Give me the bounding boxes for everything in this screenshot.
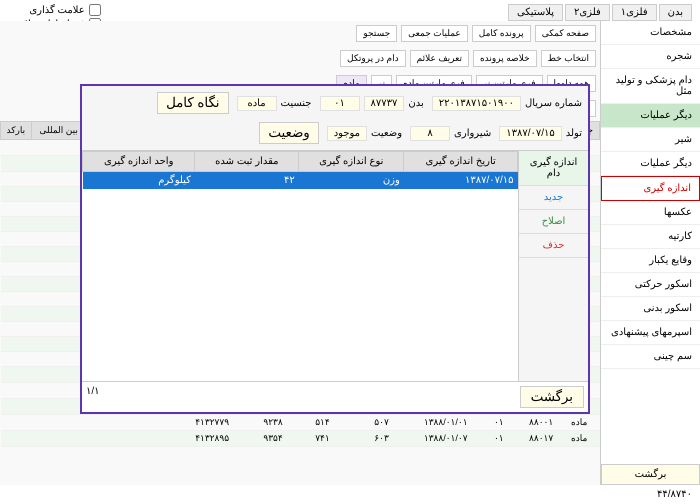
sidebar-item[interactable]: اندازه گیری [601, 176, 700, 201]
dialog-tab-new[interactable]: جدید [519, 186, 588, 210]
sidebar-item[interactable]: وقایع یکبار [601, 249, 700, 273]
sidebar-item[interactable]: دیگر عملیات [601, 104, 700, 128]
label-text: علامت گذاری [29, 5, 84, 16]
sidebar: مشخصاتشجرهدام پزشکی و تولید مثلدیگر عملی… [600, 21, 700, 485]
toolbar-box[interactable]: تعریف علائم [410, 50, 469, 67]
dialog-col-header[interactable]: واحد اندازه گیری [83, 152, 195, 172]
toolbar-box[interactable]: انتخاب خط [541, 50, 596, 67]
sidebar-item[interactable]: سم چینی [601, 345, 700, 369]
gender-value: ماده [237, 96, 277, 111]
birth-label: تولد [566, 128, 582, 139]
full-view-button[interactable]: نگاه کامل [157, 92, 228, 114]
top-tab[interactable]: فلزی۱ [612, 4, 657, 21]
dialog-tab-edit[interactable]: اصلاح [519, 210, 588, 234]
grid-row[interactable]: ماده۸۸۰۱۷۰۱۱۳۸۸/۰۱/۰۷۶۰۳۷۴۱۹۳۵۴۴۱۳۲۸۹۵ [1, 431, 600, 447]
measurement-grid: تاریخ اندازه گیرینوع اندازه گیریمقدار ثب… [82, 151, 518, 189]
lact-label: شیرواری [454, 128, 491, 139]
dialog-tab-measure[interactable]: اندازه گیری دام [519, 151, 588, 186]
sidebar-back-button[interactable]: برگشت [601, 464, 700, 485]
pager-text: ۱/۱ [86, 386, 100, 408]
status-value: موجود [327, 126, 367, 141]
toolbar-row2: انتخاب خطخلاصه پروندهتعریف علائمدام در پ… [0, 46, 600, 71]
sidebar-item[interactable]: شجره [601, 45, 700, 69]
dialog-tabs: اندازه گیری دام جدید اصلاح حذف [518, 151, 588, 381]
grid-col-header[interactable]: بارکد [1, 122, 32, 140]
sidebar-item[interactable]: اسکور حرکتی [601, 273, 700, 297]
sidebar-item[interactable]: کارتیه [601, 225, 700, 249]
top-tab[interactable]: پلاستیکی [508, 4, 563, 21]
top-tabs-row: بدن فلزی۱ فلزی۲ پلاستیکی [0, 0, 700, 21]
body-code: ۰۱ [320, 96, 360, 111]
sidebar-item[interactable]: اسپرمهای پیشنهادی [601, 321, 700, 345]
toolbar-tabs: صفحه کمکیپرونده کاملعملیات جمعیجستجو [0, 21, 600, 46]
sidebar-item[interactable]: دام پزشکی و تولید مثل [601, 69, 700, 104]
serial-value: ۲۲۰۱۳۸۷۱۵۰۱۹۰۰ [432, 96, 521, 111]
sidebar-item[interactable]: دیگر عملیات [601, 152, 700, 176]
dialog-tab-delete[interactable]: حذف [519, 234, 588, 258]
dialog-back-button[interactable]: برگشت [520, 386, 584, 408]
sidebar-item[interactable]: اسکور بدنی [601, 297, 700, 321]
grid-row[interactable]: ماده۸۸۰۰۱۰۱۱۳۸۸/۰۱/۰۱۵۰۷۵۱۴۹۲۳۸۴۱۳۲۷۷۹ [1, 415, 600, 431]
toolbar-box[interactable]: دام در پروتکل [340, 50, 406, 67]
dialog-col-header[interactable]: تاریخ اندازه گیری [404, 152, 518, 172]
dialog-col-header[interactable]: مقدار ثبت شده [195, 152, 299, 172]
dialog-footer: برگشت ۱/۱ [82, 381, 588, 412]
toolbar-box[interactable]: پرونده کامل [472, 25, 531, 42]
status-button[interactable]: وضعیت [259, 122, 318, 144]
marking-check-label[interactable]: علامت گذاری [10, 4, 101, 16]
dialog-col-header[interactable]: نوع اندازه گیری [299, 152, 404, 172]
body-value: ۸۷۷۳۷ [364, 96, 405, 111]
marking-check[interactable] [89, 4, 101, 16]
toolbar-box[interactable]: عملیات جمعی [401, 25, 468, 42]
birth-value: ۱۳۸۷/۰۷/۱۵ [499, 126, 562, 141]
body-label: بدن [408, 98, 423, 109]
measurement-dialog: شماره سریال ۲۲۰۱۳۸۷۱۵۰۱۹۰۰ بدن۸۷۷۳۷ ۰۱ جنس… [80, 84, 590, 414]
serial-label: شماره سریال [525, 98, 582, 109]
sidebar-item[interactable]: عکسها [601, 201, 700, 225]
status-label: وضعیت [371, 128, 402, 139]
status-bar: ۴۴/۸۷۴۰ [657, 489, 692, 500]
grid-row-selected[interactable]: ۱۳۸۷/۰۷/۱۵وزن۴۲کیلوگرم [83, 172, 518, 190]
toolbar-box[interactable]: خلاصه پرونده [473, 50, 537, 67]
lact-value: ۸ [410, 126, 450, 141]
sidebar-item[interactable]: مشخصات [601, 21, 700, 45]
gender-label: جنسیت [281, 98, 312, 109]
sidebar-item[interactable]: شیر [601, 128, 700, 152]
dialog-header: شماره سریال ۲۲۰۱۳۸۷۱۵۰۱۹۰۰ بدن۸۷۷۳۷ ۰۱ جنس… [82, 86, 588, 151]
toolbar-box[interactable]: صفحه کمکی [535, 25, 596, 42]
top-tab[interactable]: فلزی۲ [565, 4, 610, 21]
toolbar-box[interactable]: جستجو [356, 25, 397, 42]
top-tab[interactable]: بدن [659, 4, 692, 21]
